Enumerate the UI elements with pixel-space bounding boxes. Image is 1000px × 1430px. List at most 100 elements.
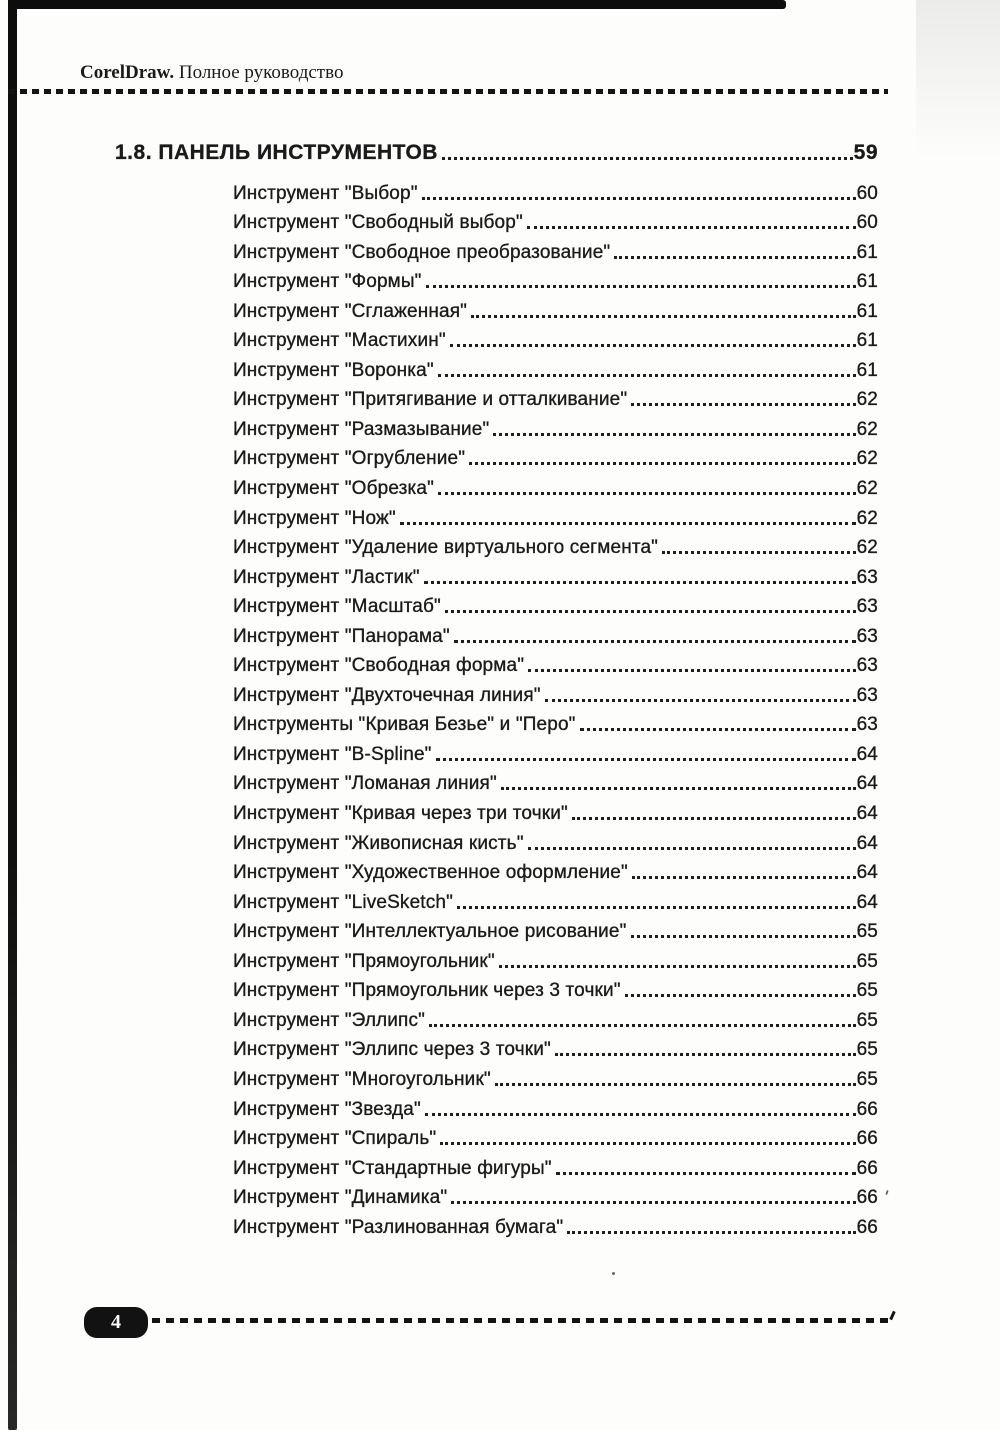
toc-entry: Инструмент "Удаление виртуального сегмен…	[233, 530, 878, 560]
scan-edge-top-bar	[8, 0, 786, 9]
toc-entry-page: 62	[856, 418, 878, 440]
toc-entry-page: 65	[856, 1009, 878, 1031]
toc-leader-dots	[425, 285, 856, 289]
toc-entry: Инструмент "Воронка" 61	[233, 352, 878, 382]
toc-entry: Инструмент "Притягивание и отталкивание"…	[233, 382, 878, 412]
toc-leader-dots	[449, 344, 856, 348]
toc-entry-label: Инструмент "Разлинованная бумага"	[233, 1216, 564, 1238]
toc-entry: Инструмент "B-Spline" 64	[233, 736, 878, 766]
toc-entry-label: Инструмент "Масштаб"	[233, 596, 441, 618]
toc-entry: Инструмент "Обрезка" 62	[233, 470, 878, 500]
toc-entry-page: 64	[856, 743, 878, 765]
toc-entry: Инструменты "Кривая Безье" и "Перо" 63	[233, 707, 878, 737]
toc-section-label: 1.8. ПАНЕЛЬ ИНСТРУМЕНТОВ	[115, 141, 438, 164]
toc-entry-label: Инструмент "Динамика"	[233, 1187, 448, 1209]
toc-leader-dots	[423, 580, 856, 584]
scan-speck	[885, 1189, 889, 1196]
footer-dashed-rule	[152, 1318, 890, 1323]
toc-entry-page: 61	[856, 300, 878, 322]
toc-leader-dots	[571, 817, 856, 821]
toc-entry: Инструмент "Прямоугольник через 3 точки"…	[233, 973, 878, 1003]
toc-leader-dots	[624, 994, 856, 998]
toc-entry-page: 60	[856, 182, 878, 204]
toc-entry: Инструмент "Мастихин" 61	[233, 323, 878, 353]
toc-leader-dots	[500, 787, 856, 791]
toc-entry: Инструмент "Многоугольник" 65	[233, 1061, 878, 1091]
toc-entry: Инструмент "Ластик" 63	[233, 559, 878, 589]
toc-leader-dots	[435, 757, 856, 761]
toc-entry: Инструмент "Свободный выбор" 60	[233, 205, 878, 235]
toc-entry-label: Инструмент "Звезда"	[233, 1098, 421, 1120]
toc-entry-page: 66	[856, 1216, 878, 1238]
toc-entry-label: Инструмент "Свободное преобразование"	[233, 241, 611, 263]
toc-entry-page: 65	[856, 980, 878, 1002]
toc-entry: Инструмент "Ломаная линия" 64	[233, 766, 878, 796]
toc-entry-page: 66	[856, 1187, 878, 1209]
toc-entry-label: Инструмент "Сглаженная"	[233, 300, 468, 322]
toc-entry-page: 62	[856, 389, 878, 411]
toc-entry-label: Инструмент "Выбор"	[233, 182, 418, 204]
toc-entry: Инструмент "Живописная кисть" 64	[233, 825, 878, 855]
toc-entry-page: 61	[856, 359, 878, 381]
toc-entry: Инструмент "Кривая через три точки" 64	[233, 795, 878, 825]
toc-entry-label: Инструмент "Интеллектуальное рисование"	[233, 921, 627, 943]
header-dashed-rule	[8, 89, 888, 94]
toc-entry-label: Инструмент "Эллипс"	[233, 1009, 426, 1031]
toc-entry-label: Инструмент "Формы"	[233, 271, 422, 293]
toc-leader-dots	[579, 728, 856, 732]
toc-list: Инструмент "Выбор" 60 Инструмент "Свобод…	[233, 175, 878, 1239]
toc-section-page: 59	[853, 141, 878, 164]
toc-entry-page: 64	[856, 773, 878, 795]
toc-entry-page: 60	[856, 212, 878, 234]
toc-entry-label: Инструмент "Удаление виртуального сегмен…	[233, 537, 659, 559]
toc-entry: Инструмент "Стандартные фигуры" 66	[233, 1150, 878, 1180]
toc-entry-page: 63	[856, 566, 878, 588]
toc-entry-label: Инструмент "Кривая через три точки"	[233, 803, 568, 825]
toc-entry-label: Инструмент "Свободный выбор"	[233, 212, 523, 234]
toc-entry-label: Инструмент "Эллипс через 3 точки"	[233, 1039, 551, 1061]
toc-entry-page: 65	[856, 921, 878, 943]
toc-entry-label: Инструмент "Ломаная линия"	[233, 773, 497, 795]
toc-entry-label: Инструмент "Мастихин"	[233, 330, 446, 352]
toc-leader-dots	[544, 698, 856, 702]
toc-entry-label: Инструмент "Огрубление"	[233, 448, 466, 470]
toc-entry: Инструмент "Художественное оформление" 6…	[233, 855, 878, 885]
toc-leader-dots	[440, 1142, 856, 1146]
toc-entry-label: Инструмент "Обрезка"	[233, 478, 434, 500]
toc-leader-dots	[528, 669, 856, 673]
toc-entry-label: Инструмент "Размазывание"	[233, 418, 490, 440]
toc-leader-dots	[469, 462, 856, 466]
toc-entry-label: Инструмент "Панорама"	[233, 625, 450, 647]
toc-entry: Инструмент "Сглаженная" 61	[233, 293, 878, 323]
toc-entry-label: Инструмент "Прямоугольник"	[233, 950, 495, 972]
toc-entry-label: Инструмент "Свободная форма"	[233, 655, 525, 677]
toc-leader-dots	[437, 373, 856, 377]
toc-entry: Инструмент "Прямоугольник" 65	[233, 943, 878, 973]
toc-entry-page: 64	[856, 803, 878, 825]
header-book-title: CorelDraw.	[80, 62, 175, 83]
toc-leader-dots	[554, 1053, 856, 1057]
scan-speck	[612, 1272, 615, 1275]
toc-entry: Инструмент "Нож" 62	[233, 500, 878, 530]
toc-leader-dots	[526, 226, 856, 230]
toc-leader-dots	[424, 1112, 856, 1116]
toc-entry-label: Инструмент "Прямоугольник через 3 точки"	[233, 980, 621, 1002]
toc-entry-page: 66	[856, 1157, 878, 1179]
toc-leader-dots	[494, 1082, 856, 1086]
toc-leader-dots	[630, 935, 856, 939]
toc-entry-page: 63	[856, 625, 878, 647]
toc-entry-page: 62	[856, 448, 878, 470]
toc-leader-dots	[451, 1201, 856, 1205]
toc-entry: Инструмент "Огрубление" 62	[233, 441, 878, 471]
toc-leader-dots	[498, 964, 856, 968]
running-header: CorelDraw. Полное руководство	[80, 62, 343, 84]
toc-entry-page: 62	[856, 507, 878, 529]
table-of-contents: 1.8. ПАНЕЛЬ ИНСТРУМЕНТОВ 59 Инструмент "…	[115, 137, 878, 1239]
toc-entry: Инструмент "LiveSketch" 64	[233, 884, 878, 914]
toc-entry-label: Инструмент "Ластик"	[233, 566, 420, 588]
toc-entry: Инструмент "Разлинованная бумага" 66	[233, 1209, 878, 1239]
toc-entry-page: 65	[856, 950, 878, 972]
toc-entry-page: 66	[856, 1098, 878, 1120]
toc-entry: Инструмент "Интеллектуальное рисование" …	[233, 914, 878, 944]
